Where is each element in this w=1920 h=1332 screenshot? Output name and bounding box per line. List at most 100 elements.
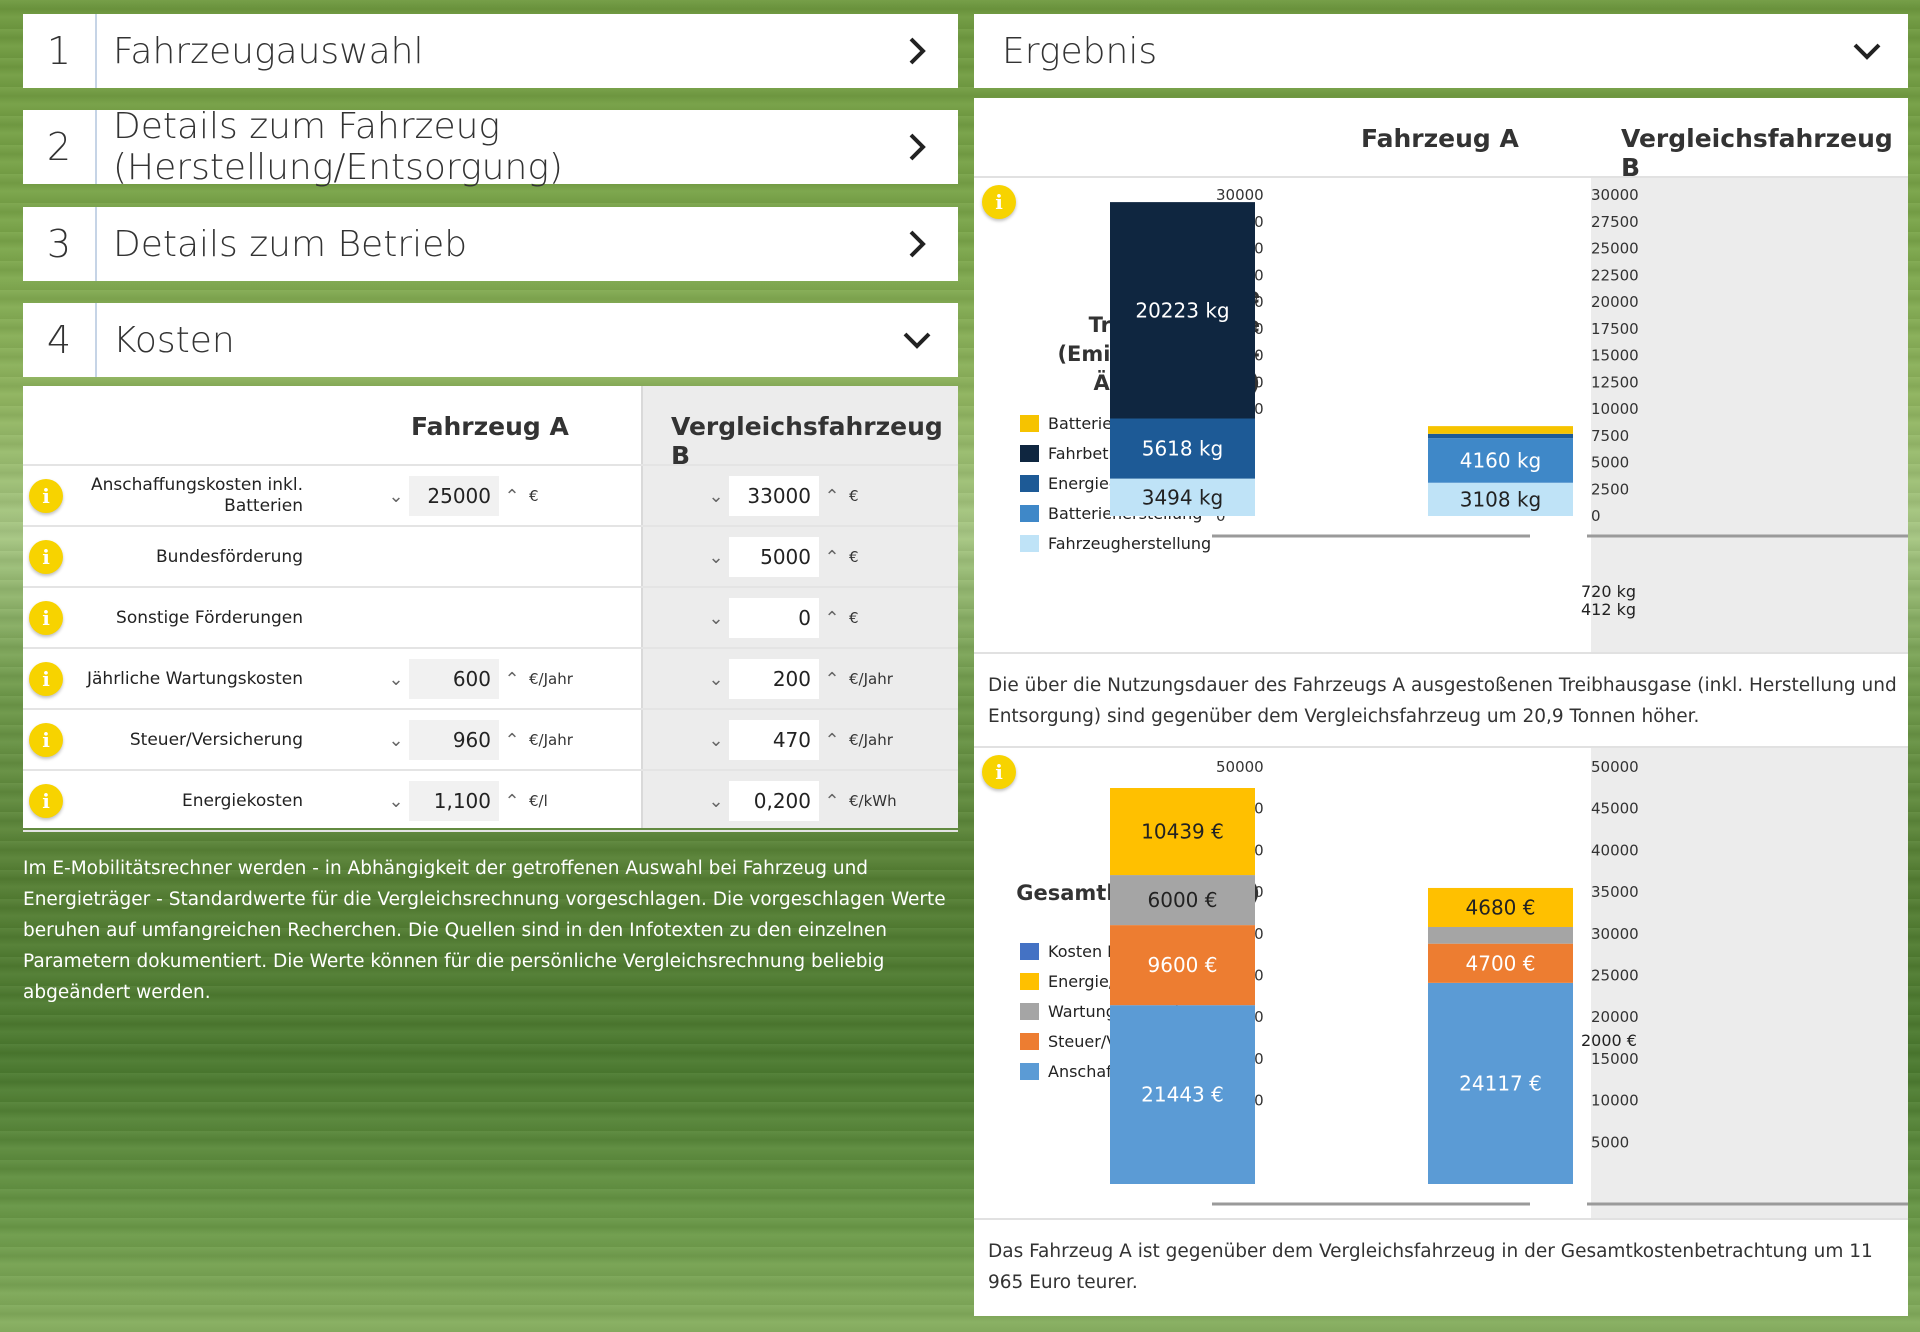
cost-b-stepper[interactable]: ⌄ 33000 ⌃ € bbox=[703, 476, 859, 516]
unit-label: €/kWh bbox=[849, 792, 897, 810]
value-input[interactable]: 960 bbox=[409, 720, 499, 760]
chevron-down-icon[interactable]: ⌄ bbox=[708, 790, 724, 812]
chevron-up-icon[interactable]: ⌃ bbox=[504, 729, 520, 751]
y-tick-label: 30000 bbox=[1591, 186, 1639, 204]
cost-b-stepper[interactable]: ⌄ 470 ⌃ €/Jahr bbox=[703, 720, 893, 760]
chevron-up-icon[interactable]: ⌃ bbox=[504, 485, 520, 507]
cost-row: i Energiekosten ⌄ 1,100 ⌃ €/l ⌄ 0,200 ⌃ €/kWh bbox=[23, 771, 958, 832]
bar-segment bbox=[1110, 478, 1255, 516]
step-number: 1 bbox=[23, 14, 97, 88]
value-input[interactable]: 0,200 bbox=[729, 781, 819, 821]
step-title: Details zum Betrieb bbox=[113, 223, 468, 265]
column-b-header: Vergleichsfahrzeug B bbox=[671, 412, 943, 470]
legend-swatch bbox=[1020, 505, 1039, 522]
unit-label: €/Jahr bbox=[849, 670, 893, 688]
chevron-up-icon[interactable]: ⌃ bbox=[824, 668, 840, 690]
value-input[interactable]: 200 bbox=[729, 659, 819, 699]
value-input[interactable]: 0 bbox=[729, 598, 819, 638]
chevron-down-icon[interactable] bbox=[902, 325, 932, 355]
chevron-up-icon[interactable]: ⌃ bbox=[504, 790, 520, 812]
result-column-b-header: Vergleichsfahrzeug B bbox=[1621, 124, 1893, 182]
step-title: Fahrzeugauswahl bbox=[113, 30, 424, 72]
step-3-header[interactable]: 3 Details zum Betrieb bbox=[23, 207, 958, 281]
unit-label: € bbox=[849, 548, 859, 566]
chevron-down-icon[interactable]: ⌄ bbox=[708, 607, 724, 629]
value-input[interactable]: 470 bbox=[729, 720, 819, 760]
chevron-up-icon[interactable]: ⌃ bbox=[504, 668, 520, 690]
y-tick-label: 10000 bbox=[1591, 1092, 1639, 1110]
bar-segment bbox=[1110, 1005, 1255, 1184]
chevron-down-icon[interactable]: ⌄ bbox=[388, 668, 404, 690]
y-tick-label: 50000 bbox=[1591, 758, 1639, 776]
result-title: Ergebnis bbox=[1002, 30, 1158, 72]
info-icon[interactable]: i bbox=[29, 723, 63, 757]
y-tick-label: 27500 bbox=[1591, 213, 1639, 231]
y-tick-label: 0 bbox=[1591, 507, 1601, 525]
chevron-up-icon[interactable]: ⌃ bbox=[824, 607, 840, 629]
chevron-down-icon[interactable]: ⌄ bbox=[388, 485, 404, 507]
chevron-right-icon[interactable] bbox=[902, 229, 932, 259]
cost-label: Jährliche Wartungskosten bbox=[86, 668, 303, 689]
chevron-down-icon[interactable]: ⌄ bbox=[388, 729, 404, 751]
legend-swatch bbox=[1020, 1063, 1039, 1080]
chevron-down-icon[interactable]: ⌄ bbox=[708, 546, 724, 568]
value-input[interactable]: 25000 bbox=[409, 476, 499, 516]
data-label: 20223 kg bbox=[1135, 298, 1229, 322]
step-number: 4 bbox=[23, 303, 97, 377]
cost-a-stepper[interactable]: ⌄ 960 ⌃ €/Jahr bbox=[383, 720, 573, 760]
chevron-right-icon[interactable] bbox=[902, 132, 932, 162]
cost-b-stepper[interactable]: ⌄ 0,200 ⌃ €/kWh bbox=[703, 781, 897, 821]
data-label: 4160 kg bbox=[1460, 448, 1542, 472]
row-divider bbox=[23, 586, 958, 588]
chevron-up-icon[interactable]: ⌃ bbox=[824, 790, 840, 812]
info-icon[interactable]: i bbox=[29, 662, 63, 696]
result-header[interactable]: Ergebnis bbox=[974, 14, 1908, 88]
step-number: 3 bbox=[23, 207, 97, 281]
value-input[interactable]: 5000 bbox=[729, 537, 819, 577]
ghg-summary: Die über die Nutzungsdauer des Fahrzeugs… bbox=[988, 675, 1897, 727]
info-icon[interactable]: i bbox=[29, 479, 63, 513]
chevron-right-icon[interactable] bbox=[902, 36, 932, 66]
bar-segment bbox=[1428, 438, 1573, 483]
chevron-up-icon[interactable]: ⌃ bbox=[824, 546, 840, 568]
info-icon[interactable]: i bbox=[29, 601, 63, 635]
data-label: 3108 kg bbox=[1460, 487, 1542, 511]
bar-segment bbox=[1428, 887, 1573, 927]
cost-b-stepper[interactable]: ⌄ 200 ⌃ €/Jahr bbox=[703, 659, 893, 699]
step-1-header[interactable]: 1 Fahrzeugauswahl bbox=[23, 14, 958, 88]
y-tick-label: 40000 bbox=[1591, 841, 1639, 859]
data-label: 4700 € bbox=[1466, 951, 1536, 975]
info-icon[interactable]: i bbox=[29, 784, 63, 818]
info-icon[interactable]: i bbox=[29, 540, 63, 574]
bar-segment bbox=[1428, 482, 1573, 516]
chevron-down-icon[interactable]: ⌄ bbox=[708, 485, 724, 507]
step-4-header[interactable]: 4 Kosten bbox=[23, 303, 958, 377]
chevron-down-icon[interactable] bbox=[1852, 36, 1882, 66]
cost-b-stepper[interactable]: ⌄ 5000 ⌃ € bbox=[703, 537, 859, 577]
info-icon[interactable]: i bbox=[982, 755, 1016, 789]
step-2-header[interactable]: 2 Details zum Fahrzeug (Herstellung/Ents… bbox=[23, 106, 958, 188]
y-tick-label: 20000 bbox=[1591, 293, 1639, 311]
value-input[interactable]: 1,100 bbox=[409, 781, 499, 821]
costs-panel: Fahrzeug A Vergleichsfahrzeug B i Anschaf… bbox=[23, 386, 958, 832]
info-icon[interactable]: i bbox=[982, 185, 1016, 219]
chevron-down-icon[interactable]: ⌄ bbox=[708, 729, 724, 751]
cost-a-stepper[interactable]: ⌄ 25000 ⌃ € bbox=[383, 476, 539, 516]
cost-b-stepper[interactable]: ⌄ 0 ⌃ € bbox=[703, 598, 859, 638]
data-label: 2000 € bbox=[1581, 1031, 1637, 1050]
chevron-up-icon[interactable]: ⌃ bbox=[824, 729, 840, 751]
chevron-down-icon[interactable]: ⌄ bbox=[388, 790, 404, 812]
divider bbox=[974, 176, 1908, 178]
row-divider bbox=[23, 647, 958, 649]
cost-a-stepper[interactable]: ⌄ 1,100 ⌃ €/l bbox=[383, 781, 548, 821]
value-input[interactable]: 600 bbox=[409, 659, 499, 699]
tco-summary: Das Fahrzeug A ist gegenüber dem Verglei… bbox=[988, 1241, 1873, 1293]
chevron-down-icon[interactable]: ⌄ bbox=[708, 668, 724, 690]
chevron-up-icon[interactable]: ⌃ bbox=[824, 485, 840, 507]
legend-swatch bbox=[1020, 943, 1039, 960]
divider bbox=[974, 1218, 1908, 1220]
value-input[interactable]: 33000 bbox=[729, 476, 819, 516]
cost-a-stepper[interactable]: ⌄ 600 ⌃ €/Jahr bbox=[383, 659, 573, 699]
divider bbox=[974, 746, 1908, 748]
bar-segment bbox=[1110, 788, 1255, 876]
